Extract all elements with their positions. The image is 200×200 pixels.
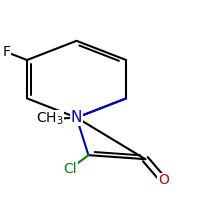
Text: CH$_3$: CH$_3$ (36, 111, 63, 127)
Text: O: O (158, 173, 169, 187)
Text: Cl: Cl (63, 162, 77, 176)
Text: N: N (71, 110, 82, 125)
Text: F: F (2, 45, 10, 59)
